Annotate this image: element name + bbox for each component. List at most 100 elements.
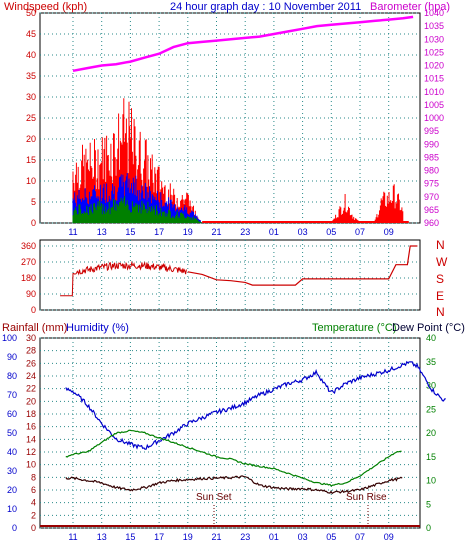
- wind-x-tick-label: 01: [269, 227, 279, 237]
- rainfall-y-tick-label: 12: [26, 447, 36, 457]
- barometer-y-tick-label: 970: [424, 192, 439, 202]
- barometer-y-tick-label: 985: [424, 152, 439, 162]
- wind-y-tick-label: 10: [26, 176, 36, 186]
- barometer-y-tick-label: 1030: [424, 34, 444, 44]
- barometer-y-tick-label: 1010: [424, 87, 444, 97]
- humidity-y-tick-label: 10: [7, 504, 17, 514]
- humidity-series: [65, 360, 446, 450]
- temperature-y-tick-label: 5: [426, 499, 431, 509]
- wind-y-tick-label: 0: [31, 218, 36, 228]
- chart-title: 24 hour graph day : 10 November 2011: [170, 1, 361, 13]
- rainfall-y-tick-label: 8: [31, 472, 36, 482]
- temperature-panel-frame: [39, 337, 421, 529]
- rainfall-y-tick-label: 26: [26, 358, 36, 368]
- direction-step-series: [187, 245, 418, 286]
- humidity-y-tick-label: 20: [7, 485, 17, 495]
- wind-y-tick-label: 40: [26, 50, 36, 60]
- rainfall-y-tick-label: 6: [31, 485, 36, 495]
- direction-y-tick-label: 270: [21, 257, 36, 267]
- temp-x-tick-label: 17: [154, 532, 164, 542]
- barometer-y-tick-label: 975: [424, 179, 439, 189]
- dewpoint-axis-label: Dew Point (°C): [392, 322, 465, 334]
- sunset-annotation: Sun Set: [196, 492, 232, 503]
- rainfall-y-tick-label: 24: [26, 371, 36, 381]
- rainfall-y-tick-label: 2: [31, 510, 36, 520]
- direction-panel-frame: [39, 239, 421, 311]
- humidity-y-tick-label: 100: [2, 333, 17, 343]
- direction-y-tick-label: 360: [21, 241, 36, 251]
- temperature-y-tick-label: 35: [426, 357, 436, 367]
- rainfall-y-tick-label: 30: [26, 333, 36, 343]
- direction-letter-n-bottom: N: [436, 305, 445, 319]
- temp-x-tick-label: 11: [68, 532, 77, 542]
- wind-x-tick-label: 11: [68, 227, 77, 237]
- rainfall-y-tick-label: 10: [26, 460, 36, 470]
- direction-y-tick-label: 0: [31, 305, 36, 315]
- wind-x-tick-label: 15: [125, 227, 135, 237]
- wind-y-tick-label: 45: [26, 29, 36, 39]
- rainfall-axis-label: Rainfall (mm): [2, 322, 67, 334]
- rainfall-y-tick-label: 16: [26, 422, 36, 432]
- temperature-y-tick-label: 0: [426, 523, 431, 533]
- humidity-axis-label: Humidity (%): [66, 322, 129, 334]
- barometer-y-tick-label: 1025: [424, 47, 444, 57]
- humidity-y-tick-label: 0: [12, 523, 17, 533]
- wind-y-tick-label: 35: [26, 71, 36, 81]
- wind-y-tick-label: 15: [26, 155, 36, 165]
- wind-x-tick-label: 07: [355, 227, 365, 237]
- rainfall-y-tick-label: 4: [31, 498, 36, 508]
- barometer-y-tick-label: 1020: [424, 61, 444, 71]
- direction-letter-w: W: [436, 255, 448, 269]
- barometer-y-tick-label: 1005: [424, 100, 444, 110]
- barometer-y-tick-label: 1015: [424, 74, 444, 84]
- temperature-y-tick-label: 10: [426, 476, 436, 486]
- direction-y-tick-label: 180: [21, 273, 36, 283]
- temp-x-tick-label: 15: [125, 532, 135, 542]
- wind-y-tick-label: 20: [26, 134, 36, 144]
- direction-letter-n-top: N: [436, 238, 445, 252]
- wind-y-tick-label: 5: [31, 197, 36, 207]
- wind-x-tick-label: 13: [97, 227, 107, 237]
- grid-layer: [40, 12, 420, 529]
- temperature-y-tick-label: 40: [426, 333, 436, 343]
- barometer-y-tick-label: 980: [424, 166, 439, 176]
- temp-x-tick-label: 13: [97, 532, 107, 542]
- rainfall-y-tick-label: 18: [26, 409, 36, 419]
- direction-y-tick-label: 90: [26, 289, 36, 299]
- dewpoint-series: [65, 475, 403, 495]
- barometer-axis-label: Barometer (hpa): [370, 1, 450, 13]
- temp-x-tick-label: 01: [269, 532, 279, 542]
- rainfall-y-tick-label: 14: [26, 434, 36, 444]
- rainfall-y-tick-label: 28: [26, 346, 36, 356]
- wind-x-tick-label: 03: [298, 227, 308, 237]
- temp-x-tick-label: 21: [211, 532, 221, 542]
- barometer-y-tick-label: 1040: [424, 8, 444, 18]
- rainfall-y-tick-label: 0: [31, 523, 36, 533]
- humidity-y-tick-label: 70: [7, 390, 17, 400]
- axis-layer: 1111131315151717191921212323010103030505…: [2, 8, 444, 542]
- temperature-y-tick-label: 15: [426, 452, 436, 462]
- barometer-y-tick-label: 1000: [424, 113, 444, 123]
- wind-x-tick-label: 05: [326, 227, 336, 237]
- barometer-y-tick-label: 990: [424, 139, 439, 149]
- windspeed-axis-label: Windspeed (kph): [4, 1, 87, 13]
- humidity-y-tick-label: 60: [7, 409, 17, 419]
- series-layer: [40, 15, 446, 528]
- sunrise-annotation: Sun Rise: [346, 492, 387, 503]
- wind-y-tick-label: 30: [26, 92, 36, 102]
- rainfall-y-tick-label: 22: [26, 384, 36, 394]
- temperature-y-tick-label: 30: [426, 381, 436, 391]
- temp-x-tick-label: 03: [298, 532, 308, 542]
- temp-x-tick-label: 07: [355, 532, 365, 542]
- humidity-y-tick-label: 80: [7, 371, 17, 381]
- direction-letter-s: S: [436, 272, 444, 286]
- humidity-y-tick-label: 40: [7, 447, 17, 457]
- temperature-y-tick-label: 20: [426, 428, 436, 438]
- temp-x-tick-label: 05: [326, 532, 336, 542]
- wind-x-tick-label: 17: [154, 227, 164, 237]
- direction-noisy-series: [60, 260, 187, 297]
- barometer-y-tick-label: 995: [424, 126, 439, 136]
- humidity-y-tick-label: 90: [7, 352, 17, 362]
